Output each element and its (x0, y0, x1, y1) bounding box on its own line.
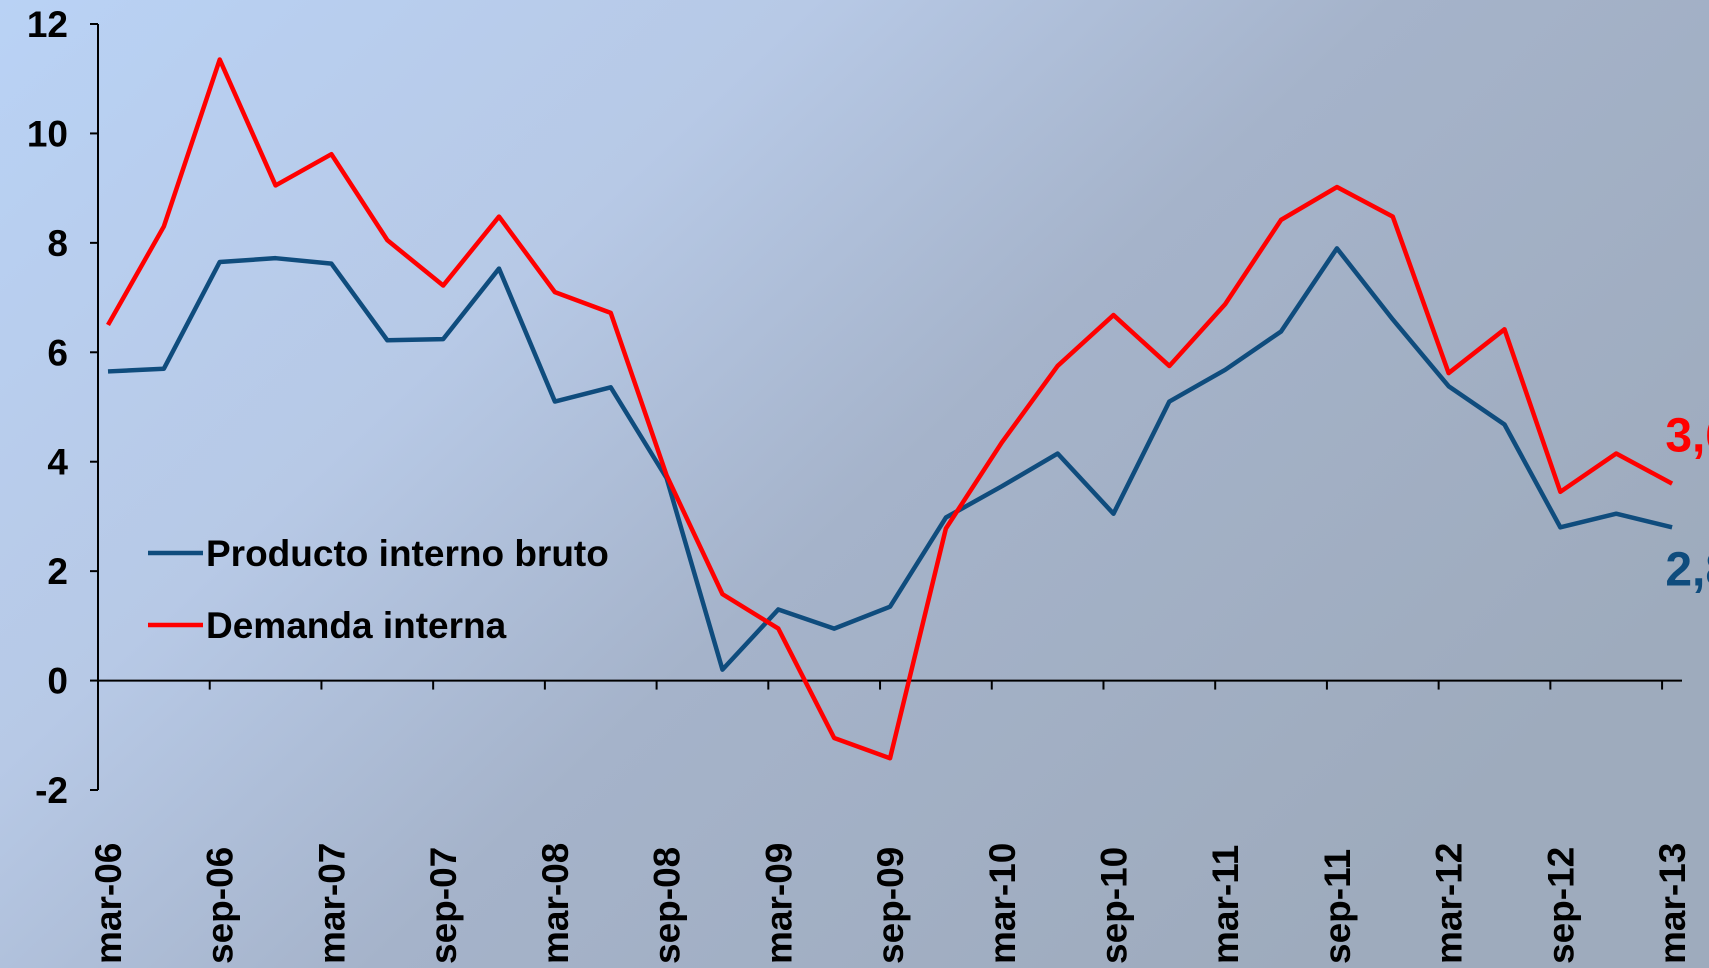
y-tick-label: 0 (47, 661, 68, 702)
y-tick-label: 2 (47, 551, 68, 592)
x-tick-label: sep-09 (870, 847, 911, 964)
x-tick-label: mar-10 (982, 843, 1023, 964)
x-tick-label: sep-07 (423, 847, 464, 964)
value-label: 2,8 (1665, 543, 1709, 596)
x-tick-label: mar-12 (1429, 843, 1470, 964)
y-tick-label: 10 (27, 113, 68, 154)
y-tick-label: 6 (47, 332, 68, 373)
legend-label: Producto interno bruto (206, 533, 609, 574)
y-tick-label: 4 (47, 442, 68, 483)
x-tick-label: mar-07 (311, 843, 352, 964)
x-tick-label: mar-08 (535, 843, 576, 964)
y-tick-label: 12 (27, 4, 68, 45)
line-series (106, 57, 1674, 761)
x-tick-label: sep-08 (647, 847, 688, 964)
x-tick-label: sep-10 (1093, 847, 1134, 964)
line-series (107, 246, 1673, 672)
x-tick-label: mar-09 (758, 843, 799, 964)
x-tick-label: mar-06 (88, 843, 129, 964)
x-tick-label: sep-11 (1317, 849, 1358, 964)
y-tick-label: -2 (35, 770, 68, 811)
x-tick-label: sep-06 (200, 847, 241, 964)
x-tick-label: mar-13 (1652, 843, 1693, 964)
x-tick-label: mar-11 (1205, 845, 1246, 964)
y-tick-label: 8 (47, 223, 68, 264)
x-tick-label: sep-12 (1540, 847, 1581, 964)
legend-label: Demanda interna (206, 605, 507, 646)
value-label: 3,6 (1665, 410, 1709, 463)
